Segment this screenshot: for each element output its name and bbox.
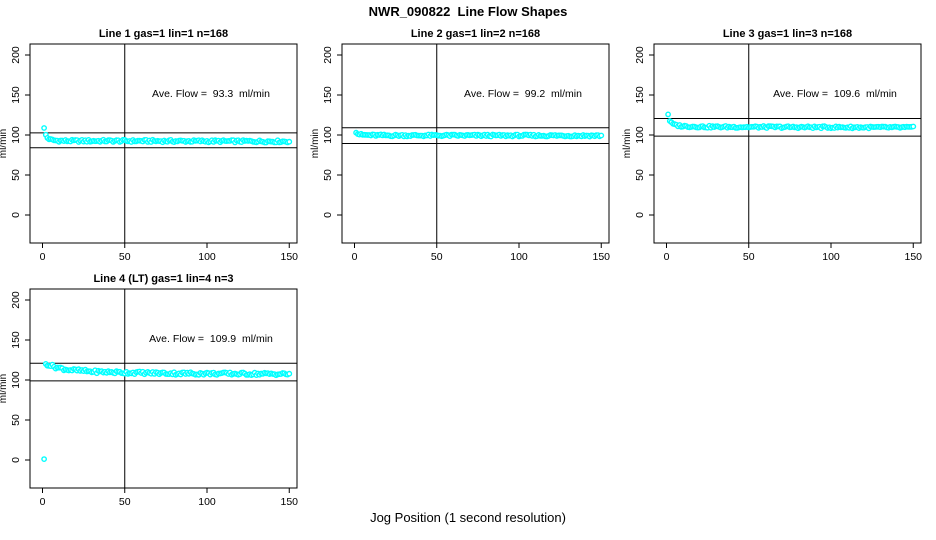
x-tick-label: 100 <box>198 251 216 263</box>
x-tick-label: 50 <box>743 251 755 263</box>
data-points <box>41 360 293 462</box>
data-points <box>665 111 917 132</box>
y-tick-label: 50 <box>10 169 22 181</box>
chart-main-title: NWR_090822 Line Flow Shapes <box>368 4 568 19</box>
y-tick-label: 200 <box>322 46 334 64</box>
data-points <box>353 129 605 140</box>
x-tick-label: 150 <box>904 251 922 263</box>
y-tick-label: 50 <box>10 414 22 426</box>
x-tick-label: 0 <box>664 251 670 263</box>
y-tick-label: 150 <box>10 86 22 104</box>
panel-title: Line 2 gas=1 lin=2 n=168 <box>411 28 540 40</box>
annotation-ave-flow: Ave. Flow = 99.2 ml/min <box>464 88 582 100</box>
y-tick-label: 0 <box>10 212 22 218</box>
annotation-ave-flow: Ave. Flow = 109.6 ml/min <box>773 88 897 100</box>
data-point <box>286 370 293 377</box>
x-tick-label: 100 <box>822 251 840 263</box>
annotation-ave-flow: Ave. Flow = 93.3 ml/min <box>152 88 270 100</box>
y-tick-label: 150 <box>634 86 646 104</box>
x-tick-label: 50 <box>431 251 443 263</box>
x-axis-label: Jog Position (1 second resolution) <box>370 510 566 525</box>
y-tick-label: 100 <box>322 126 334 144</box>
panel-1: 0 50 100 150 0 50 100 150 200 ml/min Line 1 gas=1 … <box>0 28 298 263</box>
y-axis-unit-label: ml/min <box>622 129 633 158</box>
panel-frame <box>653 43 922 244</box>
y-tick-label: 50 <box>322 169 334 181</box>
panel-2: 0 50 100 150 0 50 100 150 200 ml/min Line 2 gas=1 … <box>310 28 610 263</box>
annotation-ave-flow: Ave. Flow = 109.9 ml/min <box>149 333 273 345</box>
x-tick-label: 50 <box>119 251 131 263</box>
y-tick-label: 0 <box>322 212 334 218</box>
y-axis-unit-label: ml/min <box>0 129 9 158</box>
panel-4: 0 50 100 150 0 50 100 150 200 ml/min Line 4 (LT) g… <box>0 273 298 508</box>
x-tick-label: 150 <box>280 496 298 508</box>
panel-frame <box>29 43 298 244</box>
y-axis-unit-label: ml/min <box>0 374 9 403</box>
y-tick-label: 100 <box>10 126 22 144</box>
x-tick-label: 100 <box>510 251 528 263</box>
y-axis-unit-label: ml/min <box>310 129 321 158</box>
data-point <box>665 111 671 118</box>
y-tick-label: 0 <box>10 457 22 463</box>
panel-title: Line 1 gas=1 lin=1 n=168 <box>99 28 228 40</box>
panel-frame <box>341 43 610 244</box>
y-tick-label: 200 <box>10 46 22 64</box>
y-tick-label: 100 <box>634 126 646 144</box>
data-point <box>41 125 47 131</box>
x-tick-label: 150 <box>592 251 610 263</box>
y-tick-label: 200 <box>634 46 646 64</box>
x-tick-label: 150 <box>280 251 298 263</box>
y-tick-label: 100 <box>10 371 22 389</box>
y-tick-label: 150 <box>322 86 334 104</box>
panel-title: Line 4 (LT) gas=1 lin=4 n=3 <box>93 273 233 285</box>
y-tick-label: 0 <box>634 212 646 218</box>
data-points <box>41 125 293 146</box>
y-tick-label: 150 <box>10 331 22 349</box>
y-tick-label: 50 <box>634 169 646 181</box>
data-point <box>910 123 917 130</box>
y-tick-label: 200 <box>10 291 22 309</box>
x-tick-label: 50 <box>119 496 131 508</box>
panel-frame <box>29 288 298 489</box>
x-tick-label: 0 <box>40 496 46 508</box>
x-tick-label: 100 <box>198 496 216 508</box>
data-point <box>598 132 605 139</box>
panel-title: Line 3 gas=1 lin=3 n=168 <box>723 28 852 40</box>
panel-3: 0 50 100 150 0 50 100 150 200 ml/min Line 3 gas=1 … <box>622 28 922 263</box>
data-point <box>41 456 47 462</box>
x-tick-label: 0 <box>40 251 46 263</box>
x-tick-label: 0 <box>352 251 358 263</box>
data-point <box>286 138 293 145</box>
